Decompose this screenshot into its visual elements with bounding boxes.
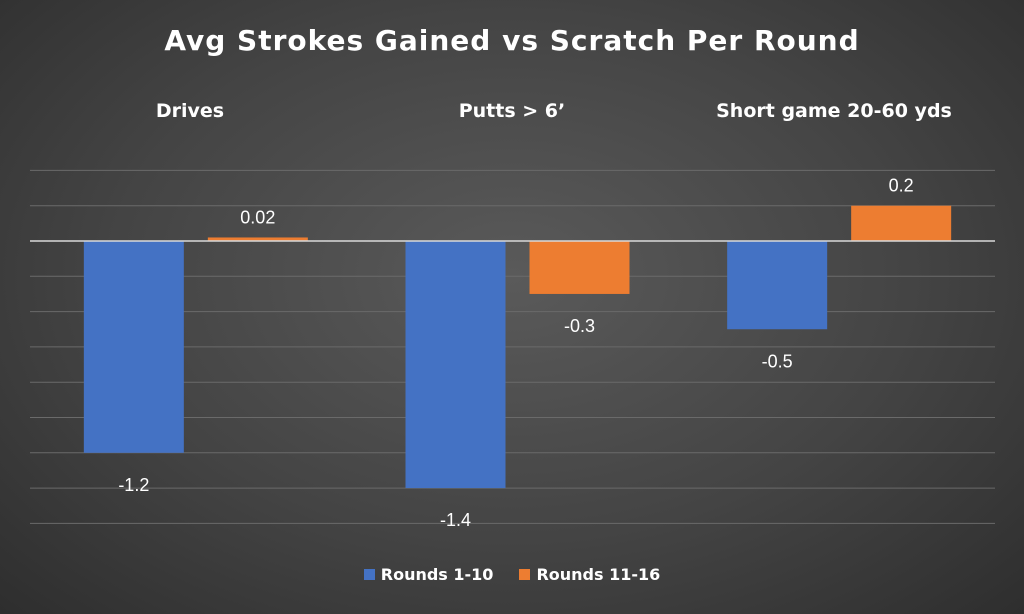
bar-rounds-1-10-2 [727, 241, 828, 330]
legend-swatch-rounds-11-16 [519, 569, 531, 580]
legend-label-rounds-11-16: Rounds 11-16 [536, 565, 661, 584]
bar-rounds-1-10-1 [405, 241, 506, 489]
chart-title: Avg Strokes Gained vs Scratch Per Round [164, 24, 860, 57]
bar-rounds-11-16-1 [529, 241, 630, 294]
bar-rounds-1-10-0 [83, 241, 184, 453]
category-label-putts: Putts > 6’ [458, 100, 566, 122]
legend-label-rounds-1-10: Rounds 1-10 [380, 565, 494, 584]
data-label-rounds-1-10-1: -1.4 [440, 510, 471, 530]
bar-rounds-11-16-0 [207, 237, 308, 241]
legend-item-rounds-11-16: Rounds 11-16 [519, 565, 660, 584]
category-label-short-game: Short game 20-60 yds [716, 100, 952, 122]
data-label-rounds-11-16-1: -0.3 [564, 316, 595, 336]
category-label-drives: Drives [155, 100, 225, 122]
data-label-rounds-11-16-2: 0.2 [889, 176, 914, 196]
data-label-rounds-11-16-0: 0.02 [240, 207, 275, 227]
data-label-rounds-1-10-2: -0.5 [762, 351, 793, 371]
data-label-rounds-1-10-0: -1.2 [118, 475, 149, 495]
legend-item-rounds-1-10: Rounds 1-10 [363, 565, 494, 584]
legend: Rounds 1-10 Rounds 11-16 [0, 565, 1024, 584]
bar-rounds-11-16-2 [851, 205, 952, 241]
legend-swatch-rounds-1-10 [363, 569, 375, 580]
